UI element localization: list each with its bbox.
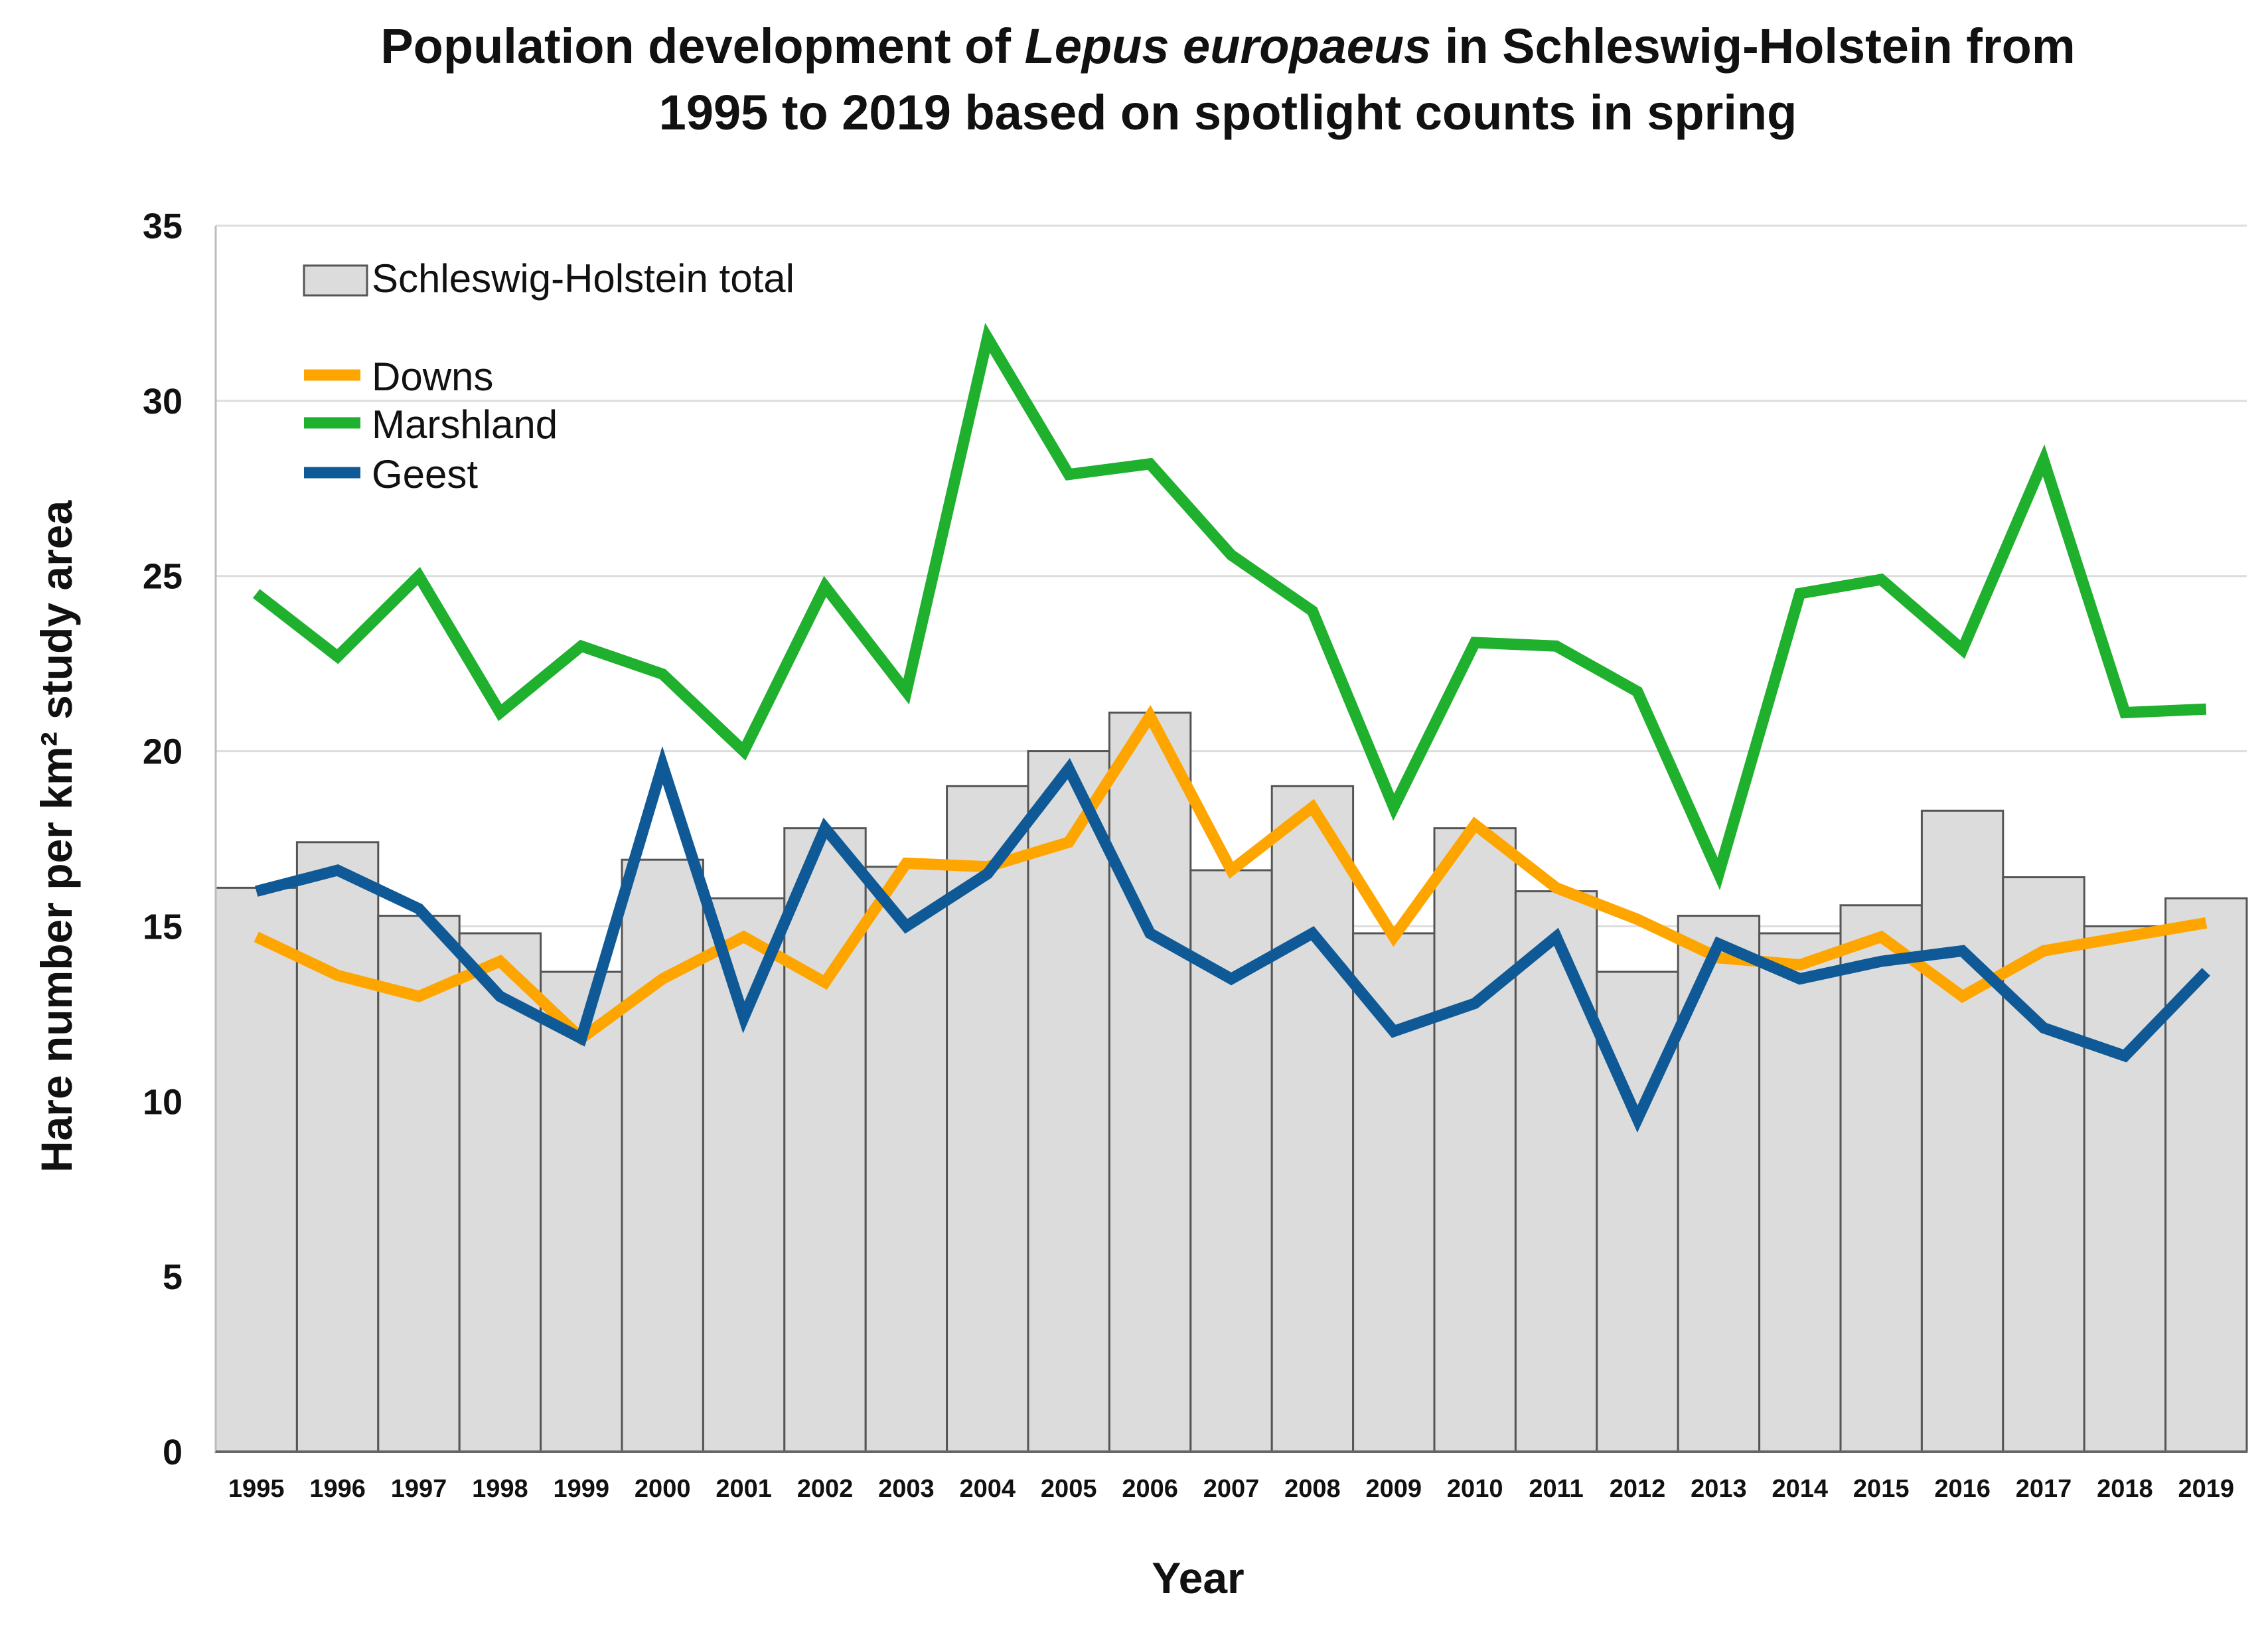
y-axis-label: Hare number per km² study area [32, 500, 81, 1173]
x-tick-label: 2008 [1284, 1475, 1341, 1503]
bar-total-2000 [621, 858, 704, 1453]
chart-title-line1: Population development of Lepus europaeu… [380, 19, 2075, 74]
bar-total-2019 [2164, 897, 2248, 1453]
chart-title-species: Lepus europaeus [1025, 19, 1432, 74]
bar-total-2008 [1270, 785, 1355, 1453]
x-tick-label: 2000 [635, 1475, 691, 1503]
x-tick-label: 2007 [1203, 1475, 1260, 1503]
legend-swatch-total [303, 264, 368, 297]
legend-label-marshland: Marshland [372, 402, 558, 447]
bar-total-1996 [295, 841, 380, 1453]
x-tick-label: 2014 [1772, 1475, 1829, 1503]
x-tick-label: 2005 [1041, 1475, 1097, 1503]
x-axis-label: Year [1152, 1553, 1244, 1602]
bar-total-2003 [864, 866, 948, 1453]
x-tick-label: 2009 [1366, 1475, 1422, 1503]
legend: Schleswig-Holstein total Downs Marshland… [303, 256, 794, 497]
x-tick-label: 2019 [2178, 1475, 2235, 1503]
bar-total-2015 [1839, 904, 1923, 1453]
legend-label-downs: Downs [372, 354, 493, 399]
bar-total-1995 [214, 886, 298, 1453]
y-tick-label: 35 [143, 206, 183, 246]
y-tick-label: 15 [143, 907, 183, 947]
y-tick-label: 20 [143, 732, 183, 772]
bar-total-2001 [702, 897, 786, 1453]
bar-series-total [214, 712, 2248, 1453]
chart-title-line2: 1995 to 2019 based on spotlight counts i… [659, 85, 1797, 140]
x-tick-label: 1997 [391, 1475, 447, 1503]
x-tick-label: 2001 [716, 1475, 772, 1503]
bar-total-2010 [1433, 827, 1517, 1453]
x-tick-label: 2017 [2016, 1475, 2072, 1503]
bar-total-2016 [1920, 809, 2004, 1453]
y-tick-label: 0 [163, 1432, 183, 1472]
bar-total-2011 [1514, 890, 1598, 1453]
x-tick-label: 1998 [472, 1475, 528, 1503]
x-tick-label: 2012 [1610, 1475, 1666, 1503]
legend-label-geest: Geest [372, 452, 478, 497]
series-line-marshland [252, 323, 2207, 890]
legend-label-total: Schleswig-Holstein total [372, 256, 794, 301]
y-tick-label: 30 [143, 382, 183, 422]
series-line-geest [255, 745, 2210, 1133]
bar-total-2005 [1027, 750, 1110, 1453]
y-tick-labels: 0 5 10 15 20 25 30 35 [143, 206, 183, 1472]
y-tick-label: 25 [143, 557, 183, 597]
bar-total-2018 [2083, 925, 2167, 1453]
chart-title-part-3: in Schleswig-Holstein from [1431, 19, 2075, 74]
y-tick-label: 5 [163, 1257, 183, 1297]
bar-total-2014 [1758, 932, 1842, 1453]
x-tick-label: 1995 [228, 1475, 285, 1503]
bar-total-2002 [783, 827, 867, 1453]
x-tick-label: 2010 [1447, 1475, 1503, 1503]
x-tick-label: 2018 [2097, 1475, 2153, 1503]
y-tick-label: 10 [143, 1082, 183, 1122]
x-tick-labels: 1995 1996 1997 1998 1999 2000 2001 2002 2003 2004… [228, 1475, 2234, 1503]
x-tick-label: 2011 [1529, 1475, 1583, 1503]
axes [214, 226, 2247, 1453]
bar-total-1999 [540, 970, 623, 1453]
x-tick-label: 2013 [1691, 1475, 1747, 1503]
x-tick-label: 2004 [960, 1475, 1016, 1503]
x-tick-label: 2003 [878, 1475, 935, 1503]
x-tick-label: 2006 [1122, 1475, 1178, 1503]
bar-total-2009 [1352, 932, 1436, 1453]
bar-total-1998 [458, 932, 542, 1453]
x-tick-label: 2015 [1853, 1475, 1910, 1503]
x-tick-label: 2002 [797, 1475, 854, 1503]
x-tick-label: 1996 [309, 1475, 366, 1503]
bar-total-2006 [1108, 712, 1192, 1453]
chart-title-part-1: Population development of [380, 19, 1024, 74]
x-tick-label: 2016 [1934, 1475, 1991, 1503]
x-tick-label: 1999 [554, 1475, 610, 1503]
line-series [252, 323, 2210, 1133]
